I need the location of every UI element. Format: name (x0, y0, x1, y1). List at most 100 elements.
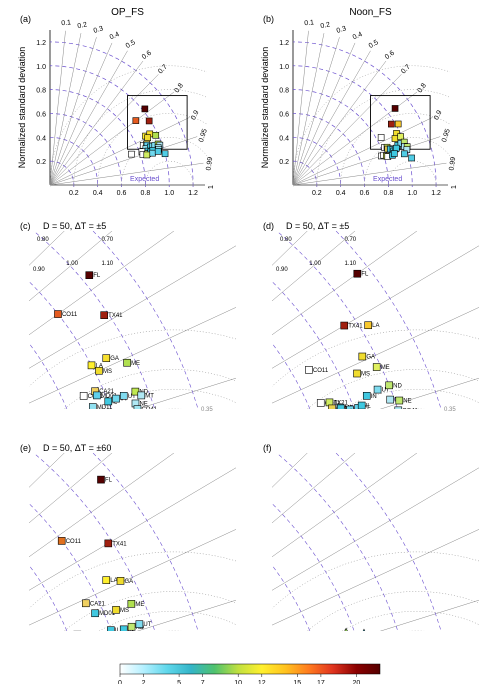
svg-text:0.3: 0.3 (93, 25, 104, 35)
svg-text:1.0: 1.0 (407, 190, 417, 197)
svg-text:0.1: 0.1 (304, 19, 314, 27)
svg-text:0.5: 0.5 (125, 39, 137, 50)
svg-text:OP_FS: OP_FS (111, 7, 144, 18)
svg-text:0.7: 0.7 (157, 64, 169, 76)
svg-text:ON: ON (355, 411, 364, 417)
svg-text:ME: ME (135, 602, 144, 608)
svg-text:0.4: 0.4 (352, 31, 364, 41)
svg-text:WI: WI (359, 421, 367, 427)
svg-text:10: 10 (368, 633, 375, 639)
svg-text:0.4: 0.4 (109, 31, 121, 41)
svg-text:0.5: 0.5 (368, 39, 380, 50)
svg-text:IN: IN (121, 411, 127, 417)
svg-text:MS: MS (103, 369, 112, 375)
svg-text:MD11: MD11 (102, 670, 118, 676)
svg-text:0.4: 0.4 (36, 135, 46, 142)
svg-text:WA: WA (394, 422, 403, 428)
svg-text:0.9: 0.9 (190, 109, 201, 121)
svg-text:0.6: 0.6 (360, 190, 370, 197)
svg-text:0.2: 0.2 (320, 21, 331, 30)
svg-text:0.6: 0.6 (279, 111, 289, 118)
svg-text:60: 60 (380, 642, 387, 648)
svg-text:0.95: 0.95 (441, 128, 452, 143)
svg-text:LA: LA (372, 323, 379, 329)
svg-text:0.9: 0.9 (433, 109, 444, 121)
svg-text:NM: NM (84, 665, 93, 671)
svg-text:ME: ME (131, 361, 140, 367)
svg-text:GA: GA (125, 579, 134, 585)
svg-text:GA: GA (366, 355, 375, 361)
svg-text:Normalized standard deviation: Normalized standard deviation (17, 47, 27, 169)
svg-text:D = 50, ΔT = ±5: D = 50, ΔT = ±5 (286, 221, 349, 231)
svg-text:TX41: TX41 (108, 313, 123, 319)
svg-text:(f): (f) (263, 443, 272, 453)
svg-text:NM: NM (86, 424, 95, 430)
svg-text:NC: NC (314, 429, 323, 435)
svg-text:0.6: 0.6 (384, 50, 396, 62)
svg-text:MI: MI (352, 427, 359, 433)
svg-text:OK: OK (103, 422, 112, 428)
svg-text:0.2: 0.2 (69, 190, 79, 197)
svg-text:GA: GA (110, 356, 119, 362)
svg-text:0.4: 0.4 (93, 190, 103, 197)
svg-text:0.4: 0.4 (279, 135, 289, 142)
svg-text:1.00: 1.00 (309, 261, 321, 267)
svg-text:TX41: TX41 (112, 541, 127, 547)
svg-text:ON: ON (110, 651, 119, 657)
svg-text:WA: WA (140, 414, 149, 420)
svg-text:AZ: AZ (83, 415, 91, 421)
svg-text:30: 30 (366, 655, 373, 661)
svg-text:2: 2 (142, 680, 146, 684)
svg-text:D = 50, ΔT = ±5: D = 50, ΔT = ±5 (43, 221, 106, 231)
svg-text:NM: NM (336, 432, 345, 438)
svg-text:0: 0 (118, 680, 122, 684)
svg-text:CO01: CO01 (81, 633, 97, 639)
svg-text:0.35: 0.35 (201, 407, 213, 413)
svg-text:NY: NY (120, 420, 128, 426)
svg-text:1.10: 1.10 (344, 261, 356, 267)
svg-text:0.90: 0.90 (33, 267, 45, 273)
svg-text:CO41: CO41 (142, 645, 158, 651)
svg-text:CA01: CA01 (419, 436, 435, 442)
svg-text:MT: MT (145, 393, 154, 399)
svg-text:CO11: CO11 (62, 312, 78, 318)
svg-text:ME: ME (381, 365, 390, 371)
svg-text:LA: LA (110, 578, 117, 584)
svg-text:0.8: 0.8 (384, 190, 394, 197)
svg-text:10: 10 (234, 680, 242, 684)
svg-text:FL: FL (361, 272, 369, 278)
svg-text:TX21: TX21 (100, 426, 115, 432)
svg-text:7: 7 (201, 680, 205, 684)
svg-text:1.2: 1.2 (188, 190, 198, 197)
svg-text:CO11: CO11 (66, 539, 82, 545)
svg-text:60: 60 (378, 650, 385, 656)
svg-text:MD11: MD11 (97, 405, 113, 411)
svg-text:TX41: TX41 (348, 324, 363, 330)
svg-text:OK: OK (88, 651, 97, 657)
svg-text:(e): (e) (20, 443, 31, 453)
svg-text:15: 15 (293, 680, 301, 684)
svg-text:CO11: CO11 (313, 368, 329, 374)
svg-text:IN: IN (371, 394, 377, 400)
svg-text:0.6: 0.6 (117, 190, 127, 197)
svg-text:30: 30 (365, 649, 372, 655)
svg-text:0.2: 0.2 (36, 159, 46, 166)
svg-text:MS: MS (120, 608, 129, 614)
svg-text:WI: WI (114, 416, 122, 422)
svg-text:1.0: 1.0 (279, 64, 289, 71)
svg-text:CA21: CA21 (90, 601, 106, 607)
svg-text:1.2: 1.2 (431, 190, 441, 197)
svg-text:UT: UT (143, 622, 151, 628)
svg-text:20: 20 (375, 640, 382, 646)
svg-text:1.0: 1.0 (36, 64, 46, 71)
svg-text:0.80: 0.80 (280, 237, 292, 243)
svg-text:0.8: 0.8 (416, 82, 428, 94)
svg-text:Expected: Expected (130, 176, 159, 183)
svg-text:Expected: Expected (373, 176, 402, 183)
svg-text:0.6: 0.6 (141, 50, 153, 62)
svg-text:0.8: 0.8 (36, 88, 46, 95)
svg-text:Normalized standard deviation: Normalized standard deviation (260, 47, 270, 169)
svg-text:AZ: AZ (71, 651, 79, 657)
svg-text:0.70: 0.70 (344, 237, 356, 243)
svg-text:0.3: 0.3 (336, 25, 347, 35)
